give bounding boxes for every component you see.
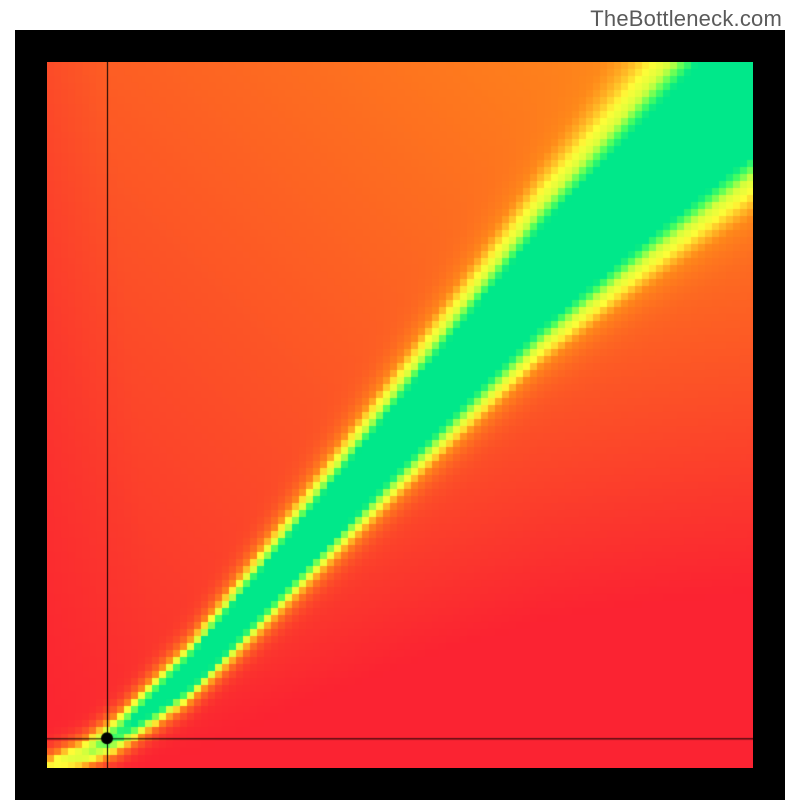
attribution-text: TheBottleneck.com — [590, 6, 782, 32]
heatmap-canvas — [47, 62, 753, 768]
plot-frame — [15, 30, 785, 800]
root: TheBottleneck.com — [0, 0, 800, 800]
